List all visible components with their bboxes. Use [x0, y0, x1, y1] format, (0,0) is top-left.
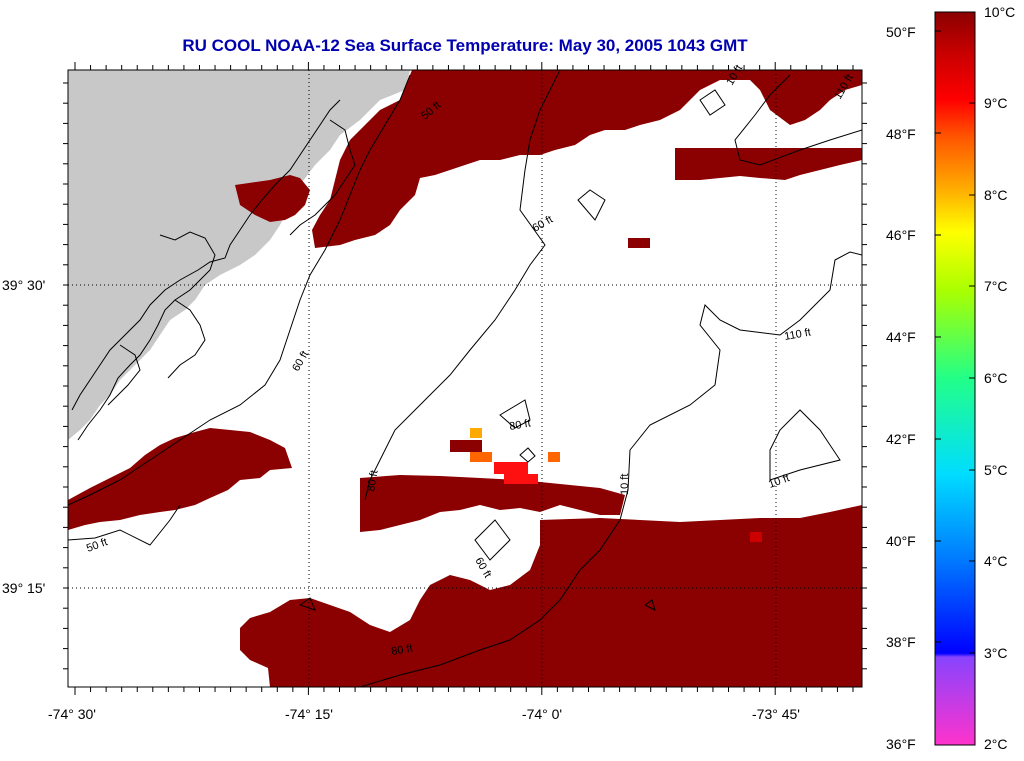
colorbar-c-label: 4°C [984, 553, 1008, 569]
axis-ticks [63, 62, 867, 695]
lon-label: -74° 30' [48, 706, 96, 722]
colorbar-f-label: 40°F [886, 533, 916, 549]
lon-label: -73° 45' [752, 706, 800, 722]
contour-label: 10 ft [619, 474, 631, 495]
contour-label: 60 ft [290, 349, 311, 374]
colorbar-c-label: 5°C [984, 462, 1008, 478]
colorbar-c-label: 7°C [984, 278, 1008, 294]
lat-label: 39° 15' [2, 580, 46, 596]
colorbar-c-label: 9°C [984, 95, 1008, 111]
coastline [71, 99, 356, 441]
colorbar-c-label: 6°C [984, 370, 1008, 386]
contour-label: 80 ft [390, 642, 413, 658]
colorbar-c-label: 2°C [984, 736, 1008, 752]
colorbar-c-label: 3°C [984, 645, 1008, 661]
sst-warm-areas [68, 70, 862, 687]
contour-label: 10 ft [767, 472, 791, 491]
contour-label: 50 ft [85, 536, 109, 555]
colorbar-c-label: 10°C [984, 4, 1016, 20]
graticule [68, 70, 862, 687]
lon-label: -74° 0' [521, 706, 563, 722]
map-frame [67, 69, 863, 688]
contour-label: 80 ft [508, 417, 531, 433]
colorbar-c-label: 8°C [984, 187, 1008, 203]
colorbar-f-label: 38°F [886, 634, 916, 650]
colorbar-f-label: 48°F [886, 126, 916, 142]
colorbar-f-label: 36°F [886, 736, 916, 752]
colorbar-ticks [935, 30, 975, 654]
contour-label: 110 ft [783, 326, 811, 342]
contour-label: 60 ft [531, 214, 556, 235]
map-title: RU COOL NOAA-12 Sea Surface Temperature:… [182, 36, 748, 55]
colorbar-f-label: 44°F [886, 329, 916, 345]
colorbar-f-label: 50°F [886, 24, 916, 40]
depth-contours [68, 70, 862, 687]
land-area [68, 70, 410, 440]
colorbar [934, 11, 976, 746]
colorbar-f-label: 42°F [886, 431, 916, 447]
lat-label: 39° 30' [2, 277, 46, 293]
contour-label: 80 ft [365, 469, 381, 492]
sst-patches [450, 238, 762, 542]
lon-label: -74° 15' [285, 706, 333, 722]
colorbar-f-label: 46°F [886, 227, 916, 243]
